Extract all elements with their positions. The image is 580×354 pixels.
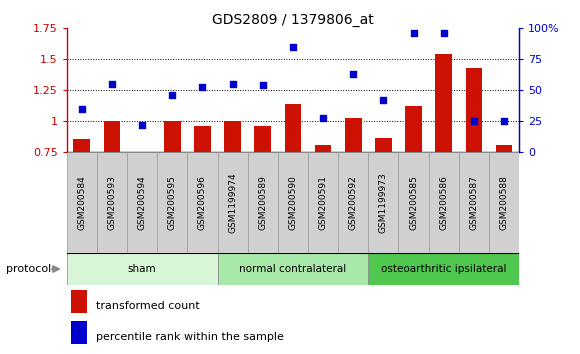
Text: GSM200591: GSM200591 — [318, 175, 328, 230]
Point — [318, 115, 328, 120]
Bar — [127, 152, 157, 253]
Title: GDS2809 / 1379806_at: GDS2809 / 1379806_at — [212, 13, 374, 27]
Bar — [218, 253, 368, 285]
Text: protocol: protocol — [6, 264, 51, 274]
Bar — [489, 152, 519, 253]
Text: GSM200595: GSM200595 — [168, 175, 177, 230]
Bar — [67, 253, 218, 285]
Text: GSM200593: GSM200593 — [107, 175, 117, 230]
Text: GSM200585: GSM200585 — [409, 175, 418, 230]
Text: GSM200586: GSM200586 — [439, 175, 448, 230]
Bar — [157, 152, 187, 253]
Bar — [67, 152, 97, 253]
Bar — [308, 152, 338, 253]
Bar — [71, 290, 87, 313]
Bar — [97, 152, 127, 253]
Text: GSM200596: GSM200596 — [198, 175, 207, 230]
Text: osteoarthritic ipsilateral: osteoarthritic ipsilateral — [381, 264, 506, 274]
Point — [349, 72, 358, 77]
Point — [469, 118, 478, 124]
Bar — [71, 321, 87, 344]
Bar — [405, 106, 422, 152]
Point — [258, 82, 267, 88]
Bar — [278, 152, 308, 253]
Point — [77, 106, 86, 112]
Bar — [466, 68, 482, 152]
Bar — [398, 152, 429, 253]
Bar — [496, 145, 512, 152]
Bar — [375, 138, 392, 152]
Point — [439, 30, 448, 36]
Text: GSM200588: GSM200588 — [499, 175, 509, 230]
Bar — [248, 152, 278, 253]
Point — [409, 30, 418, 36]
Text: GSM200587: GSM200587 — [469, 175, 478, 230]
Text: sham: sham — [128, 264, 157, 274]
Bar — [194, 126, 211, 152]
Text: GSM200589: GSM200589 — [258, 175, 267, 230]
Bar — [187, 152, 218, 253]
Text: GSM200584: GSM200584 — [77, 175, 86, 230]
Point — [499, 118, 509, 124]
Bar — [285, 104, 301, 152]
Bar — [218, 152, 248, 253]
Bar — [368, 152, 398, 253]
Text: transformed count: transformed count — [96, 301, 200, 311]
Bar — [315, 145, 331, 152]
Text: GSM200592: GSM200592 — [349, 175, 358, 230]
Bar — [436, 54, 452, 152]
Bar — [164, 121, 180, 152]
Text: normal contralateral: normal contralateral — [240, 264, 346, 274]
Bar — [459, 152, 489, 253]
Bar — [368, 253, 519, 285]
Bar — [345, 118, 361, 152]
Bar — [338, 152, 368, 253]
Bar — [224, 121, 241, 152]
Point — [168, 92, 177, 98]
Text: percentile rank within the sample: percentile rank within the sample — [96, 332, 284, 342]
Point — [228, 81, 237, 87]
Bar — [429, 152, 459, 253]
Text: GSM200590: GSM200590 — [288, 175, 298, 230]
Point — [137, 122, 147, 128]
Point — [288, 44, 298, 50]
Bar — [74, 139, 90, 152]
Point — [107, 81, 117, 87]
Text: GSM1199973: GSM1199973 — [379, 172, 388, 233]
Bar — [255, 126, 271, 152]
Text: GSM1199974: GSM1199974 — [228, 172, 237, 233]
Bar — [104, 121, 120, 152]
Text: GSM200594: GSM200594 — [137, 175, 147, 230]
Point — [198, 84, 207, 89]
Point — [379, 97, 388, 103]
